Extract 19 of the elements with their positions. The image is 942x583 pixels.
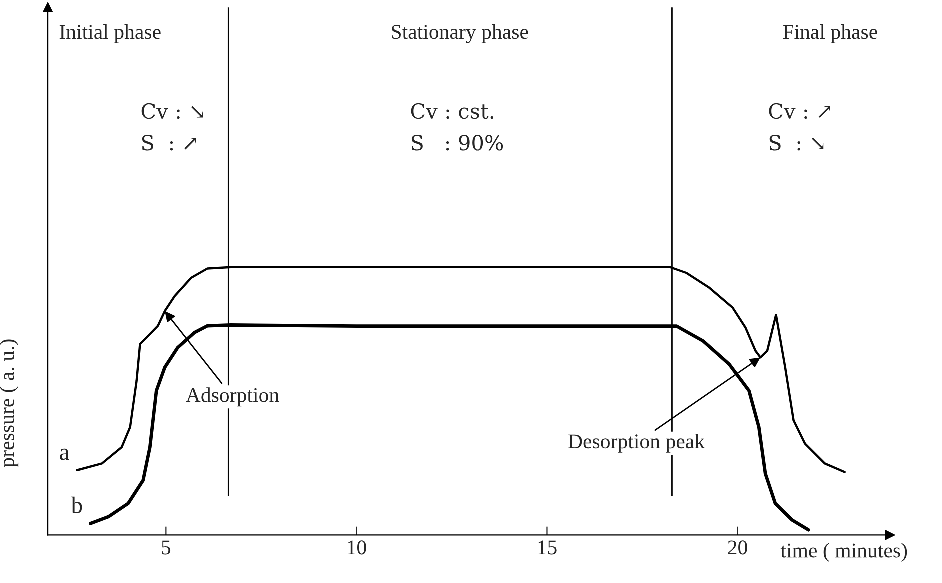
- y-axis-title: pressure ( a. u.): [0, 340, 19, 468]
- text: S : ↘: [770, 135, 824, 151]
- x-tick-label: 10: [348, 540, 366, 555]
- text: Cv : ↘: [142, 103, 204, 120]
- annotation: Adsorption: [186, 388, 280, 407]
- series-label: a: [60, 448, 70, 460]
- text: Cv : cst.: [411, 103, 494, 120]
- x-tick-label: 15: [538, 540, 557, 555]
- x-axis-title: time ( minutes): [780, 543, 908, 562]
- series-label: b: [71, 496, 82, 514]
- text: Final phase: [783, 24, 878, 44]
- x-tick-label: 5: [162, 540, 171, 555]
- annotation: Desorption peak: [568, 434, 706, 453]
- x-tick-label: 20: [728, 540, 748, 555]
- text: Cv : ↗: [769, 103, 830, 120]
- text: Stationary phase: [392, 24, 528, 44]
- text: S : 90%: [412, 135, 504, 151]
- text: S : ↗: [142, 135, 196, 151]
- text: Initial phase: [60, 24, 161, 44]
